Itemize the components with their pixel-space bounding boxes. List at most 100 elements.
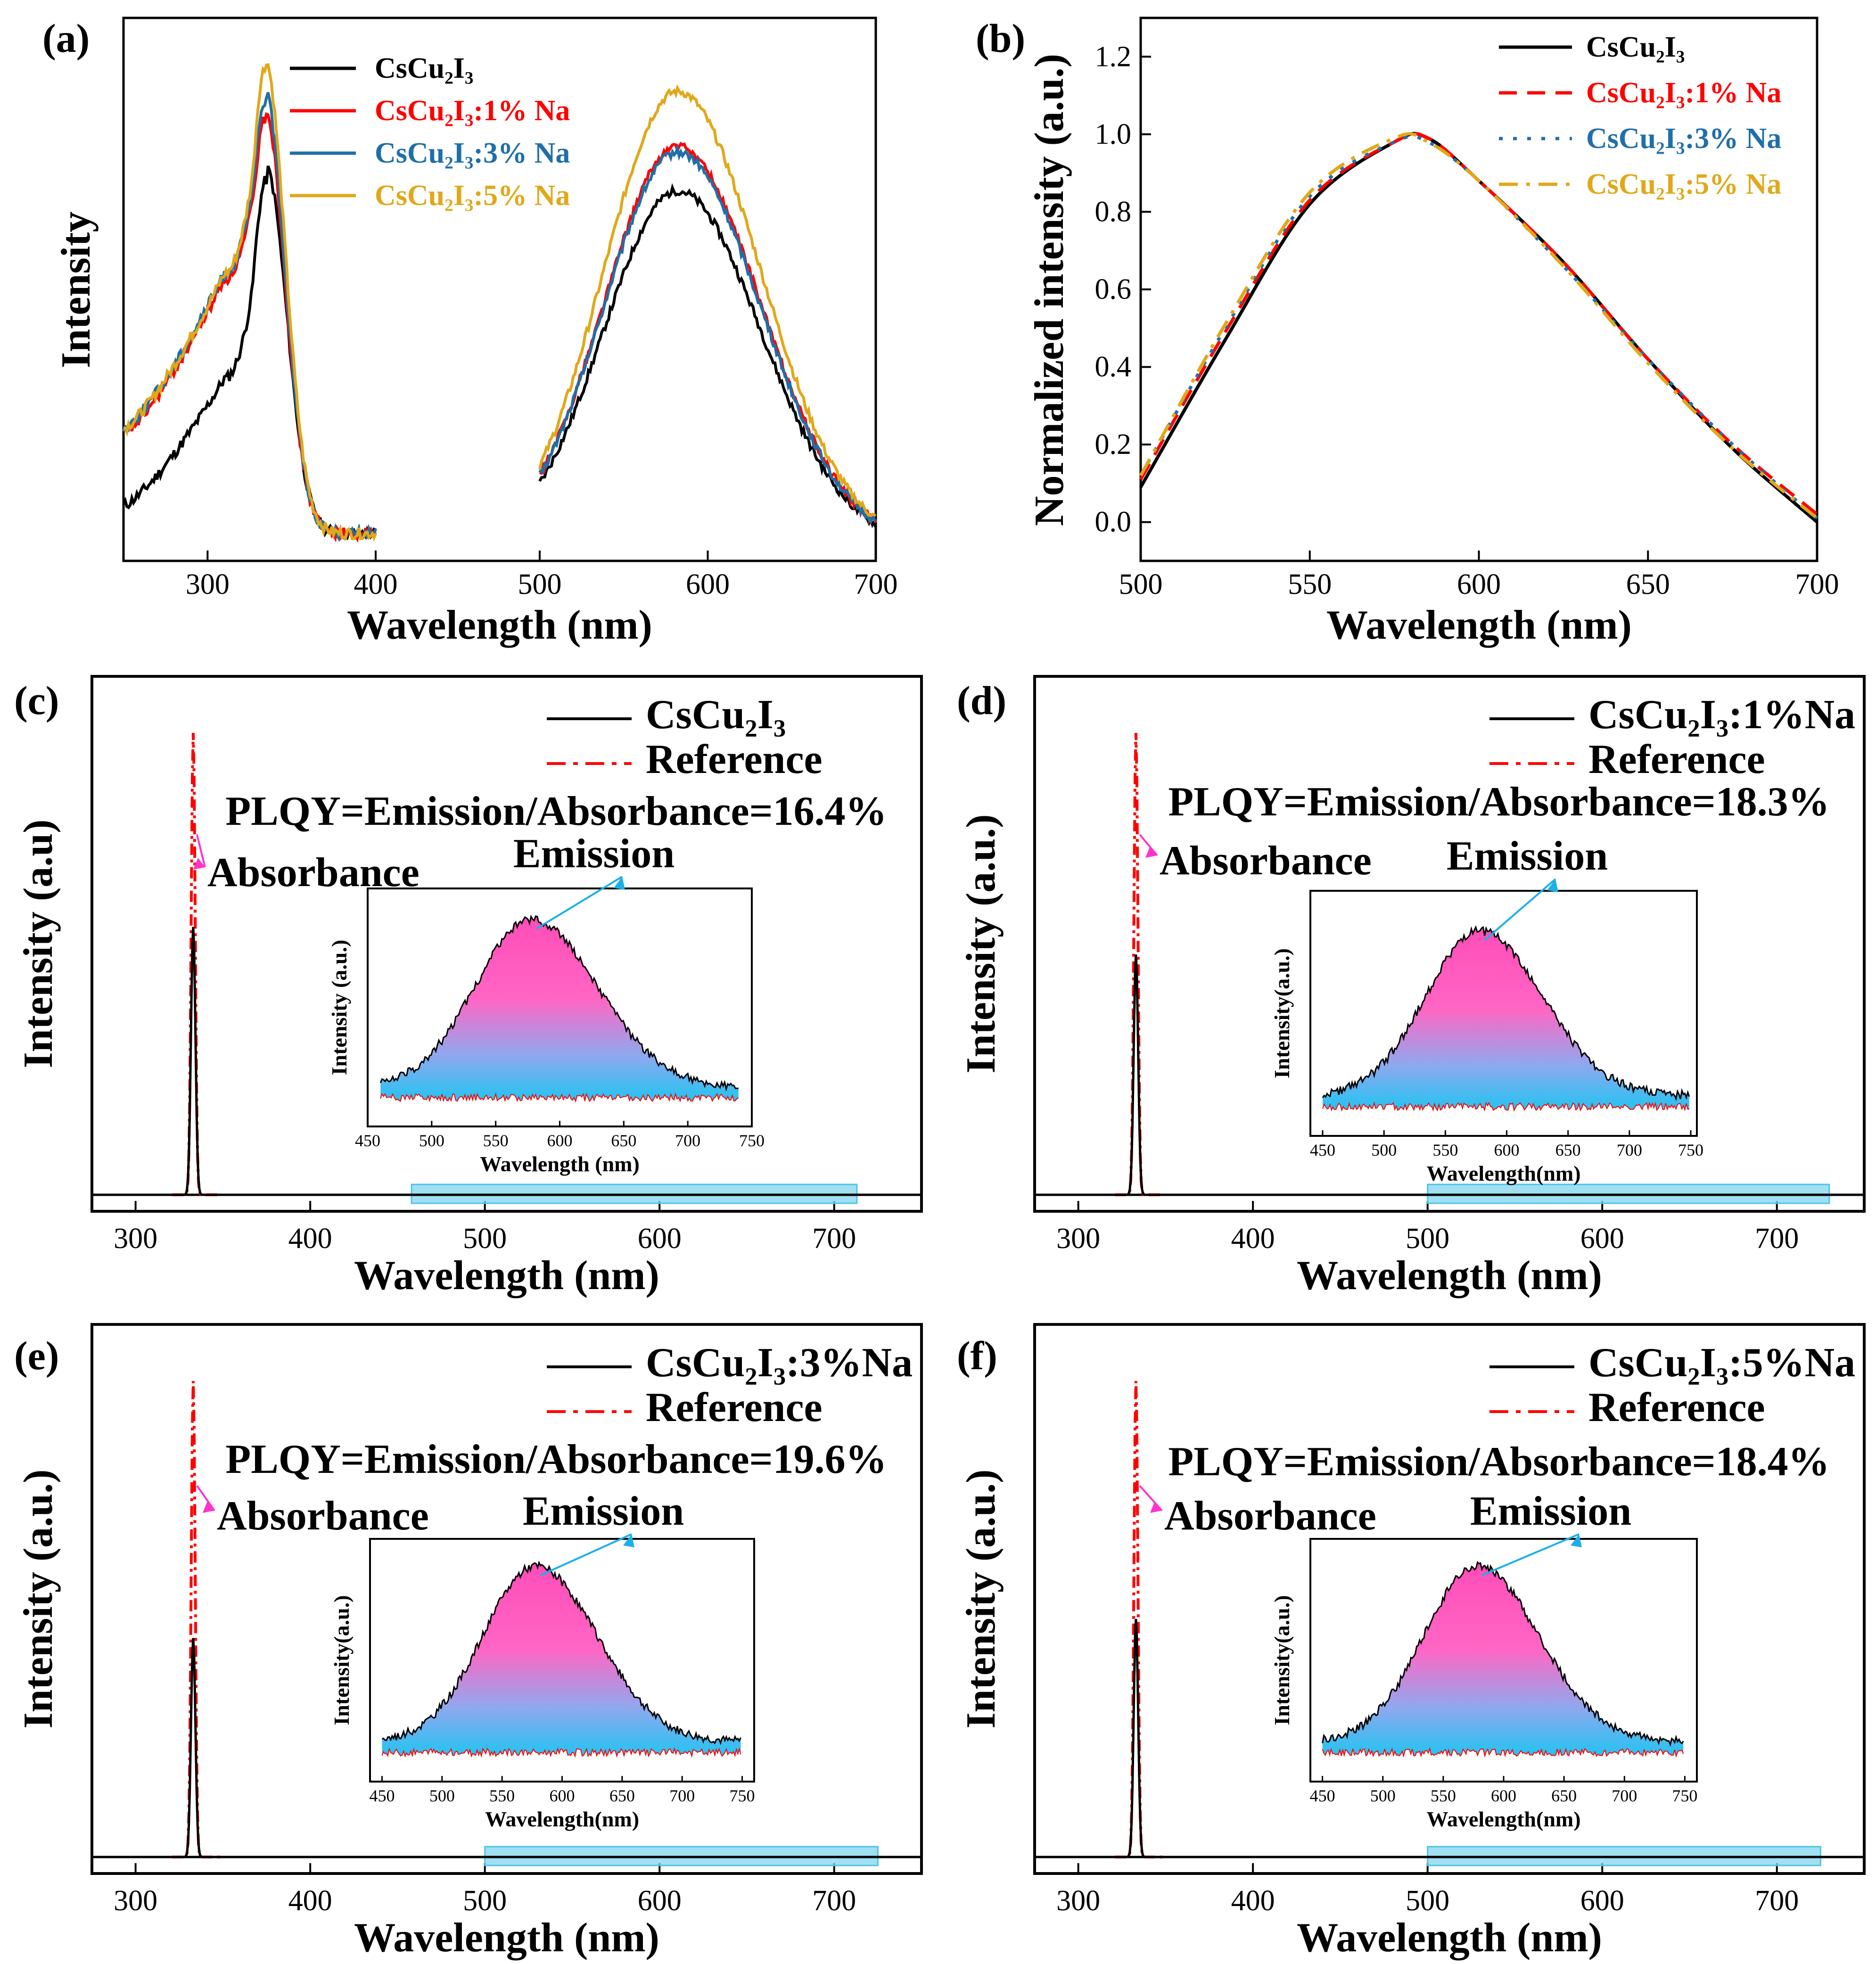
panel-f-inset-xtick-label: 700 <box>1612 1786 1637 1805</box>
panel-a-legend-label-1: CsCu₂I₃:1% Na <box>375 95 570 127</box>
panel-e-inset-reference-line <box>381 1747 741 1758</box>
panel-a-xtick-label: 400 <box>354 568 398 600</box>
panel-a-xtick-label: 600 <box>686 568 730 600</box>
panel-e-absorbance-arrow <box>196 1485 215 1512</box>
panel-d-emission-arrowhead <box>1547 879 1558 892</box>
panel-f-inset-xtick-label: 550 <box>1431 1786 1456 1805</box>
panel-b-ytick-label: 0.4 <box>1095 351 1132 383</box>
panel-d-xtick-label: 700 <box>1755 1223 1799 1255</box>
panel-b-ytick-label: 0.8 <box>1095 196 1132 228</box>
panel-b-ytick-label: 1.0 <box>1095 118 1132 150</box>
panel-a-ylabel: Intensity <box>53 212 99 369</box>
panel-e-xlabel: Wavelength (nm) <box>354 1915 659 1961</box>
panel-e-emission-arrow <box>540 1533 632 1577</box>
panel-b-xlabel: Wavelength (nm) <box>1326 602 1632 648</box>
panel-f-xtick-label: 700 <box>1755 1885 1799 1917</box>
panel-c-emission-label: Emission <box>513 831 675 877</box>
panel-d-xtick-label: 500 <box>1406 1223 1449 1255</box>
panel-c-plqy: PLQY=Emission/Absorbance=16.4% <box>225 789 887 834</box>
panel-c-inset-xtick-label: 700 <box>675 1131 700 1150</box>
panel-d-ylabel: Intensity (a.u.) <box>958 814 1004 1073</box>
panel-c-absorbance-arrowhead <box>193 858 205 870</box>
panel-f-inset-xtick-label: 750 <box>1672 1786 1697 1805</box>
panel-e-absorbance-arrowhead <box>203 1501 214 1513</box>
panel-d-absorbance-label: Absorbance <box>1160 838 1372 884</box>
panel-d-inset-xtick-label: 500 <box>1371 1141 1397 1159</box>
panel-f-inset-xtick-label: 450 <box>1310 1786 1335 1805</box>
panel-f-inset-emission-area <box>1322 1562 1684 1756</box>
panel-e-inset-xtick-label: 600 <box>550 1786 575 1805</box>
panel-e-sample-peak <box>172 1638 222 1858</box>
panel-b-legend-label-3: CsCu₂I₃:5% Na <box>1586 168 1781 200</box>
panel-c-xtick-label: 700 <box>812 1223 856 1255</box>
panel-c-legend-reference: Reference <box>646 737 823 782</box>
panel-f-xtick-label: 600 <box>1580 1885 1624 1917</box>
panel-f-inset-sample-line <box>1322 1561 1684 1747</box>
panel-c-emission-arrowhead <box>614 877 625 890</box>
panel-e-inset-xtick-label: 750 <box>730 1786 755 1805</box>
panel-b-series-2 <box>1139 134 1818 520</box>
panel-c-inset-xtick-label: 450 <box>355 1131 380 1150</box>
panel-f-inset-reference-line <box>1322 1747 1684 1758</box>
panel-f-label: (f) <box>957 1333 997 1378</box>
panel-f-inset-xtick-label: 650 <box>1551 1786 1577 1805</box>
panel-d-xtick-label: 600 <box>1580 1223 1624 1255</box>
panel-e-inset-xtick-label: 550 <box>489 1786 515 1805</box>
panel-c-xtick-label: 400 <box>288 1223 332 1255</box>
panel-d-inset-emission-area <box>1323 927 1689 1110</box>
panel-d-inset-xtick-label: 750 <box>1678 1141 1703 1159</box>
panel-a-xtick-label: 500 <box>518 568 562 600</box>
panel-c-xtick-label: 300 <box>114 1223 157 1255</box>
panel-c-sample-peak <box>172 927 222 1196</box>
panel-f-legend-reference: Reference <box>1588 1385 1765 1430</box>
panel-d-inset-xtick-label: 650 <box>1555 1141 1581 1159</box>
panel-c-legend-sample: CsCu₂I₃ <box>646 692 786 738</box>
panel-c-absorbance-arrow <box>196 834 206 868</box>
panel-f-xtick-label: 300 <box>1056 1885 1100 1917</box>
panel-a-series-2-emission <box>538 143 877 525</box>
panel-e-inset-xtick-label: 500 <box>429 1786 455 1805</box>
panel-b-ytick-label: 1.2 <box>1095 41 1132 73</box>
panel-f-plqy: PLQY=Emission/Absorbance=18.4% <box>1168 1439 1829 1485</box>
panel-b-ylabel: Normalized intensity (a.u.) <box>1027 54 1072 526</box>
panel-a-legend-label-3: CsCu₂I₃:5% Na <box>375 180 570 212</box>
panel-c-inset-xtick-label: 500 <box>419 1131 444 1150</box>
panel-f-inset-xtick-label: 500 <box>1370 1786 1396 1805</box>
panel-b-ytick-label: 0.0 <box>1095 506 1132 538</box>
panel-f-ylabel: Intensity (a.u.) <box>958 1469 1004 1728</box>
panel-b-legend-label-2: CsCu₂I₃:3% Na <box>1586 123 1781 155</box>
panel-b-legend-label-0: CsCu₂I₃ <box>1586 31 1685 63</box>
panel-c-inset-xtick-label: 550 <box>483 1131 509 1150</box>
panel-e-inset-xlabel: Wavelength(nm) <box>485 1807 639 1831</box>
panel-a-xtick-label: 300 <box>186 568 230 600</box>
panel-c-inset-xtick-label: 650 <box>611 1131 636 1150</box>
panel-c-xlabel: Wavelength (nm) <box>354 1253 659 1298</box>
panel-b-series-3 <box>1139 132 1818 520</box>
panel-c-inset-xtick-label: 600 <box>547 1131 573 1150</box>
panel-c-inset-reference-line <box>380 1092 739 1103</box>
panel-e-emission-arrowhead <box>623 1534 634 1547</box>
panel-b-xtick-label: 500 <box>1119 568 1163 600</box>
panel-b-legend-label-1: CsCu₂I₃:1% Na <box>1586 77 1781 109</box>
panel-b-series-1 <box>1139 132 1818 516</box>
panel-c-ylabel: Intensity (a.u) <box>16 819 61 1068</box>
panel-c-inset-xlabel: Wavelength (nm) <box>480 1152 640 1176</box>
panel-f-absorbance-label: Absorbance <box>1164 1493 1376 1539</box>
panel-f-emission-arrowhead <box>1571 1534 1582 1547</box>
panel-d-inset-xtick-label: 600 <box>1494 1141 1520 1159</box>
panel-a-series-0-emission <box>538 183 877 528</box>
panel-e-xtick-label: 400 <box>288 1885 332 1917</box>
panel-e-legend-reference: Reference <box>646 1385 823 1430</box>
panel-a-xtick-label: 700 <box>854 568 898 600</box>
panel-c-emission-arrow <box>535 876 623 930</box>
panel-f-absorbance-arrowhead <box>1150 1501 1162 1513</box>
panel-d-label: (d) <box>957 678 1006 723</box>
panel-b-xtick-label: 550 <box>1288 568 1332 600</box>
panel-f-sample-peak <box>1115 1619 1164 1858</box>
panel-f-emission-label: Emission <box>1470 1488 1631 1534</box>
panel-d-inset-xlabel: Wavelength(nm) <box>1426 1161 1580 1185</box>
panel-f-legend-sample: CsCu₂I₃:5%Na <box>1588 1340 1855 1386</box>
panel-d-inset-xtick-label: 700 <box>1617 1141 1642 1159</box>
panel-a-legend-label-2: CsCu₂I₃:3% Na <box>375 137 570 169</box>
panel-e-legend-sample: CsCu₂I₃:3%Na <box>646 1340 913 1386</box>
